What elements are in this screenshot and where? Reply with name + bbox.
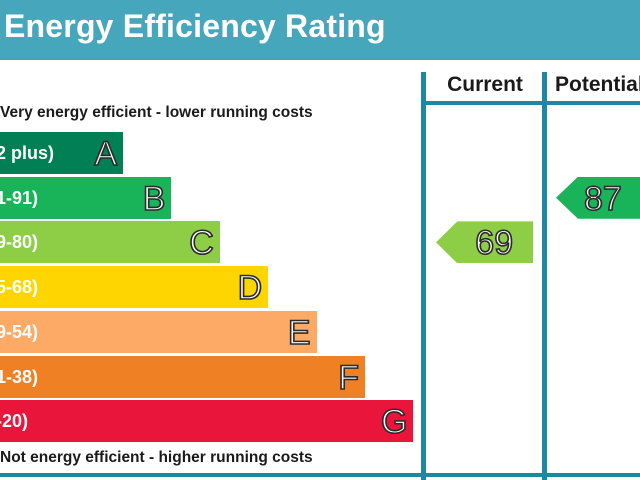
band-letter: D xyxy=(237,268,263,308)
band-letter: G xyxy=(380,402,408,442)
band-c: (69-80) C xyxy=(0,221,220,264)
top-caption: Very energy efficient - lower running co… xyxy=(0,104,313,121)
divider-middle xyxy=(542,72,547,480)
band-f: (21-38) F xyxy=(0,355,365,398)
header-rule xyxy=(424,101,640,105)
band-d: (55-68) D xyxy=(0,266,269,309)
band-range-label: (69-80) xyxy=(0,232,39,253)
bottom-caption: Not energy efficient - higher running co… xyxy=(0,449,313,466)
band-letter: B xyxy=(142,179,166,219)
current-rating-pointer: 69 xyxy=(436,221,533,264)
band-range-label: (1-20) xyxy=(0,411,29,432)
bottom-rule xyxy=(0,473,640,477)
title-banner: Energy Efficiency Rating xyxy=(0,0,640,60)
band-b: (81-91) B xyxy=(0,176,172,219)
band-a: (92 plus) A xyxy=(0,132,123,174)
band-letter: C xyxy=(188,224,214,264)
band-letter: F xyxy=(337,358,359,398)
potential-column-header: Potential xyxy=(555,73,640,96)
current-rating-value: 69 xyxy=(474,224,514,264)
chart-title: Energy Efficiency Rating xyxy=(4,8,386,44)
band-range-label: (55-68) xyxy=(0,277,39,298)
potential-rating-pointer: 87 xyxy=(556,176,640,219)
band-range-label: (39-54) xyxy=(0,321,39,342)
divider-left xyxy=(421,72,426,480)
band-range-label: (21-38) xyxy=(0,366,39,387)
band-letter: A xyxy=(94,134,118,174)
band-range-label: (81-91) xyxy=(0,187,39,208)
potential-rating-value: 87 xyxy=(583,179,622,219)
band-e: (39-54) E xyxy=(0,310,317,353)
band-letter: E xyxy=(287,313,311,353)
band-g: (1-20) G xyxy=(0,400,414,443)
current-column-header: Current xyxy=(447,73,523,96)
band-range-label: (92 plus) xyxy=(0,143,55,163)
